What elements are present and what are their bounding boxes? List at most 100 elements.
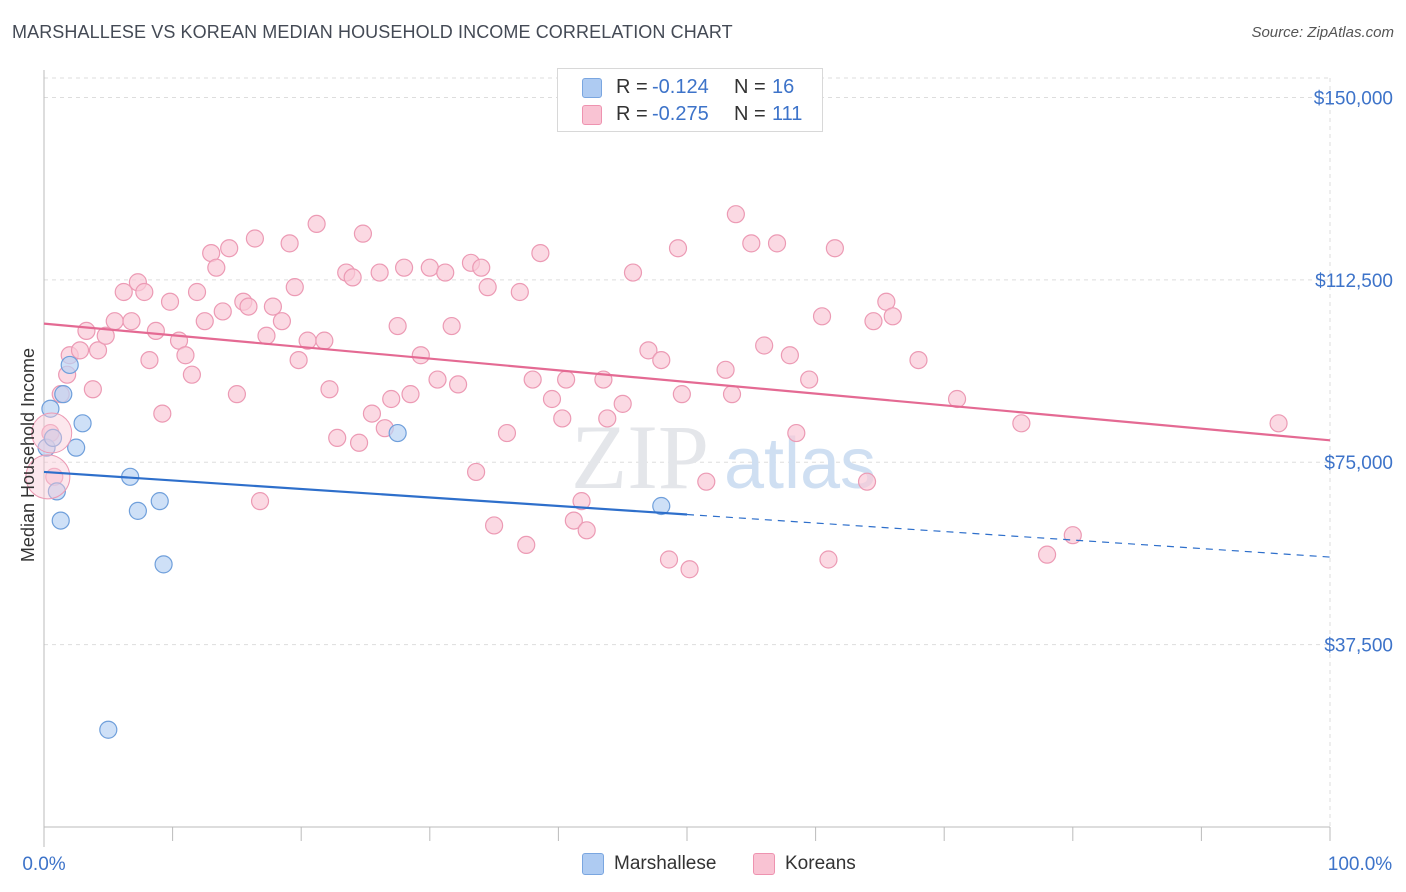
- legend-label: Marshallese: [614, 853, 717, 874]
- koreans-point: [195, 312, 214, 331]
- r-value: -0.124: [652, 76, 709, 98]
- koreans-point: [272, 312, 292, 331]
- marshallese-point: [67, 438, 86, 457]
- source-label: Source: ZipAtlas.com: [1251, 24, 1394, 41]
- koreans-point: [362, 404, 382, 423]
- marshallese-point: [54, 385, 73, 404]
- legend-row-marshallese: R = -0.124 N = 16: [558, 74, 822, 102]
- koreans-point: [388, 316, 407, 336]
- n-label: N =: [734, 76, 766, 98]
- x-tick-label: 100.0%: [1328, 854, 1393, 875]
- koreans-point: [343, 268, 362, 287]
- watermark-zip: ZIP: [571, 406, 709, 508]
- koreans-point: [510, 282, 529, 302]
- axes: [43, 70, 1331, 847]
- koreans-point: [135, 282, 154, 302]
- koreans-point: [819, 550, 838, 569]
- koreans-point-cluster: [31, 412, 73, 454]
- koreans-point: [70, 341, 90, 360]
- koreans-point: [176, 346, 195, 365]
- koreans-point: [448, 375, 468, 394]
- koreans-point: [394, 258, 414, 277]
- koreans-point: [557, 370, 576, 389]
- koreans-point: [442, 316, 461, 336]
- y-axis-label: Median Household Income: [18, 348, 38, 562]
- koreans-point: [517, 535, 536, 555]
- koreans-point: [755, 336, 774, 355]
- koreans-point: [716, 360, 735, 379]
- marshallese-point: [51, 511, 70, 530]
- koreans-point: [572, 492, 591, 511]
- koreans-point: [114, 282, 133, 302]
- koreans-point: [382, 389, 401, 409]
- marshallese-point: [128, 501, 147, 520]
- stats-legend: R = -0.124 N = 16 R = -0.275 N = 111: [557, 68, 823, 132]
- koreans-point: [726, 205, 745, 224]
- marshallese-legend-swatch: [582, 853, 604, 875]
- marshallese-point: [154, 555, 173, 574]
- koreans-point: [652, 350, 671, 370]
- koreans-point: [227, 385, 246, 404]
- koreans-point: [96, 326, 115, 345]
- koreans-point: [122, 312, 141, 331]
- koreans-point: [564, 511, 583, 530]
- koreans-point: [401, 385, 420, 404]
- n-value: 111: [772, 103, 803, 125]
- koreans-point-cluster: [25, 454, 71, 500]
- koreans-point: [680, 560, 699, 579]
- koreans-point: [257, 326, 276, 345]
- marshallese-point: [47, 482, 66, 501]
- marshallese-point: [60, 355, 79, 375]
- marshallese-point: [150, 492, 169, 511]
- r-label: R =: [616, 103, 648, 125]
- y-tick-label: $112,500: [1315, 271, 1393, 292]
- marshallese-point: [99, 720, 118, 739]
- marshallese-trend-line: [43, 470, 688, 516]
- koreans-point: [857, 472, 877, 491]
- marshallese-point: [388, 423, 407, 443]
- koreans-point: [220, 239, 239, 258]
- koreans-point: [531, 243, 550, 263]
- koreans-point: [598, 409, 617, 428]
- koreans-point: [485, 516, 504, 535]
- koreans-point: [478, 278, 497, 297]
- koreans-point: [672, 385, 691, 404]
- koreans-point: [239, 297, 258, 316]
- koreans-point: [472, 258, 491, 277]
- koreans-point: [105, 312, 124, 331]
- koreans-point: [182, 365, 201, 384]
- legend-label: Koreans: [785, 853, 856, 874]
- koreans-point: [466, 462, 486, 482]
- n-label: N =: [734, 103, 766, 125]
- koreans-point: [639, 341, 658, 360]
- koreans-point: [909, 350, 928, 370]
- koreans-point: [1012, 414, 1031, 433]
- y-tick-label: $75,000: [1324, 453, 1393, 474]
- koreans-point: [812, 307, 832, 326]
- koreans-point: [349, 433, 369, 452]
- axis-labels: $37,500 $75,000 $112,500 $150,000 0.0% 100.0%…: [18, 88, 1393, 875]
- koreans-point: [800, 370, 819, 389]
- koreans-point: [523, 370, 542, 389]
- koreans-legend-swatch: [753, 853, 775, 875]
- r-value: -0.275: [652, 103, 709, 125]
- koreans-point: [577, 521, 596, 540]
- koreans-point: [420, 258, 439, 277]
- koreans-point: [88, 341, 108, 360]
- koreans-point: [428, 370, 447, 389]
- koreans-point: [697, 472, 716, 491]
- koreans-point: [1063, 526, 1082, 545]
- y-tick-label: $150,000: [1314, 88, 1393, 109]
- koreans-point: [613, 394, 632, 413]
- koreans-point: [245, 229, 265, 248]
- koreans-point: [315, 331, 334, 350]
- koreans-point: [207, 258, 226, 277]
- koreans-point: [187, 282, 207, 302]
- koreans-point: [307, 214, 326, 234]
- legend-row-koreans: R = -0.275 N = 111: [558, 101, 822, 129]
- chart-title: MARSHALLESE VS KOREAN MEDIAN HOUSEHOLD I…: [12, 22, 733, 42]
- koreans-point: [370, 263, 389, 282]
- koreans-point: [623, 263, 643, 282]
- marshallese-point: [43, 428, 63, 448]
